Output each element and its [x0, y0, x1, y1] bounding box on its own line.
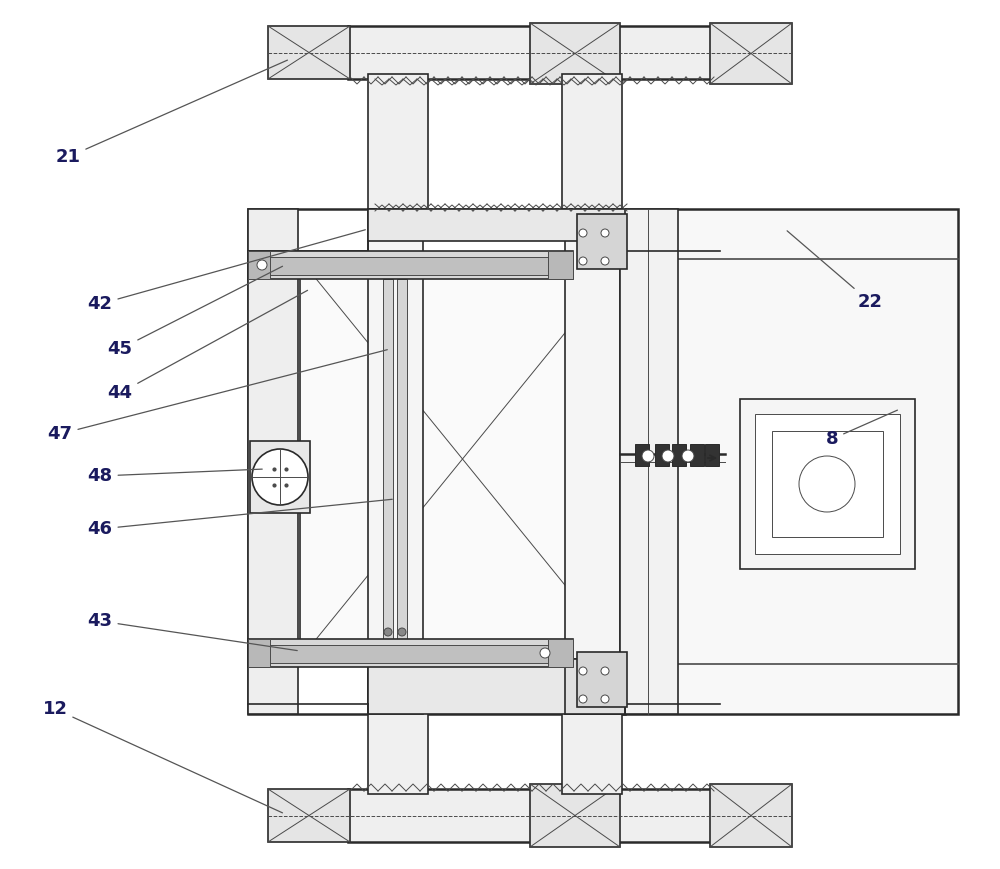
Bar: [530, 23, 620, 84]
Bar: [265, 257, 555, 275]
Bar: [248, 251, 270, 279]
Bar: [368, 674, 428, 794]
Circle shape: [579, 229, 587, 237]
Bar: [248, 209, 298, 714]
Circle shape: [642, 450, 654, 462]
Bar: [562, 674, 622, 794]
Bar: [368, 74, 428, 209]
Bar: [368, 659, 625, 714]
Bar: [565, 659, 625, 714]
Bar: [548, 639, 573, 667]
Text: 48: 48: [87, 467, 262, 485]
Bar: [577, 652, 627, 707]
Circle shape: [601, 667, 609, 675]
Circle shape: [579, 257, 587, 265]
Bar: [740, 399, 915, 569]
Bar: [655, 444, 669, 466]
Bar: [268, 26, 350, 79]
Text: 12: 12: [42, 700, 282, 813]
Circle shape: [398, 628, 406, 636]
Circle shape: [662, 450, 674, 462]
Bar: [300, 259, 625, 659]
Bar: [368, 209, 625, 241]
Text: 47: 47: [48, 349, 387, 443]
Bar: [530, 784, 620, 847]
Text: 21: 21: [56, 60, 287, 166]
Text: 8: 8: [826, 410, 897, 448]
Circle shape: [252, 449, 308, 505]
Bar: [397, 279, 407, 639]
Bar: [383, 279, 393, 639]
Bar: [265, 645, 555, 663]
Circle shape: [601, 695, 609, 703]
Circle shape: [579, 667, 587, 675]
Bar: [548, 251, 573, 279]
Bar: [348, 789, 732, 842]
Text: 22: 22: [787, 231, 883, 311]
Text: 43: 43: [88, 612, 297, 651]
Circle shape: [384, 628, 392, 636]
Bar: [635, 444, 649, 466]
Text: 42: 42: [88, 229, 365, 313]
Bar: [562, 74, 622, 209]
Bar: [565, 209, 620, 714]
Bar: [690, 444, 704, 466]
Circle shape: [682, 450, 694, 462]
Text: 45: 45: [108, 266, 283, 358]
Bar: [620, 209, 678, 714]
Bar: [248, 209, 625, 714]
Bar: [755, 414, 900, 554]
Bar: [705, 444, 719, 466]
Circle shape: [601, 257, 609, 265]
Text: 46: 46: [88, 500, 392, 538]
Circle shape: [579, 695, 587, 703]
Circle shape: [257, 260, 267, 270]
Bar: [348, 26, 732, 79]
Bar: [577, 214, 627, 269]
Bar: [672, 444, 686, 466]
Bar: [368, 209, 423, 714]
Bar: [248, 639, 573, 667]
Bar: [710, 784, 792, 847]
Bar: [622, 209, 958, 714]
Bar: [710, 23, 792, 84]
Bar: [248, 251, 573, 279]
Bar: [268, 789, 350, 842]
Circle shape: [540, 648, 550, 658]
Bar: [772, 431, 883, 537]
Bar: [248, 639, 270, 667]
Circle shape: [799, 456, 855, 512]
Circle shape: [601, 229, 609, 237]
Text: 44: 44: [108, 290, 308, 402]
Bar: [250, 441, 310, 513]
